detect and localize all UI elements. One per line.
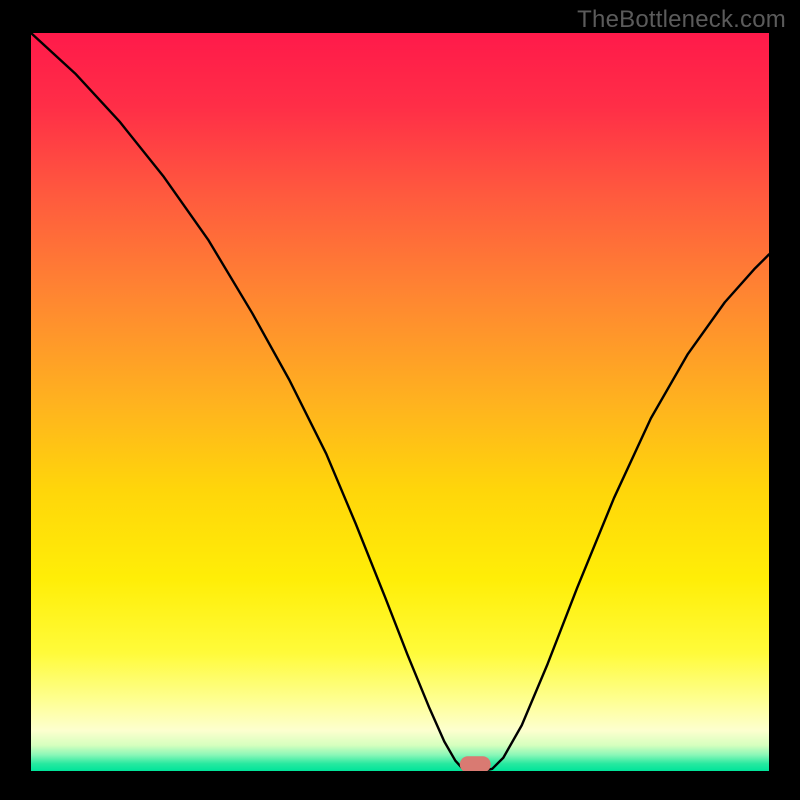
chart-frame: TheBottleneck.com bbox=[0, 0, 800, 800]
optimum-marker bbox=[460, 756, 491, 772]
bottleneck-chart bbox=[0, 0, 800, 800]
watermark-text: TheBottleneck.com bbox=[577, 6, 786, 34]
gradient-background bbox=[31, 33, 769, 771]
